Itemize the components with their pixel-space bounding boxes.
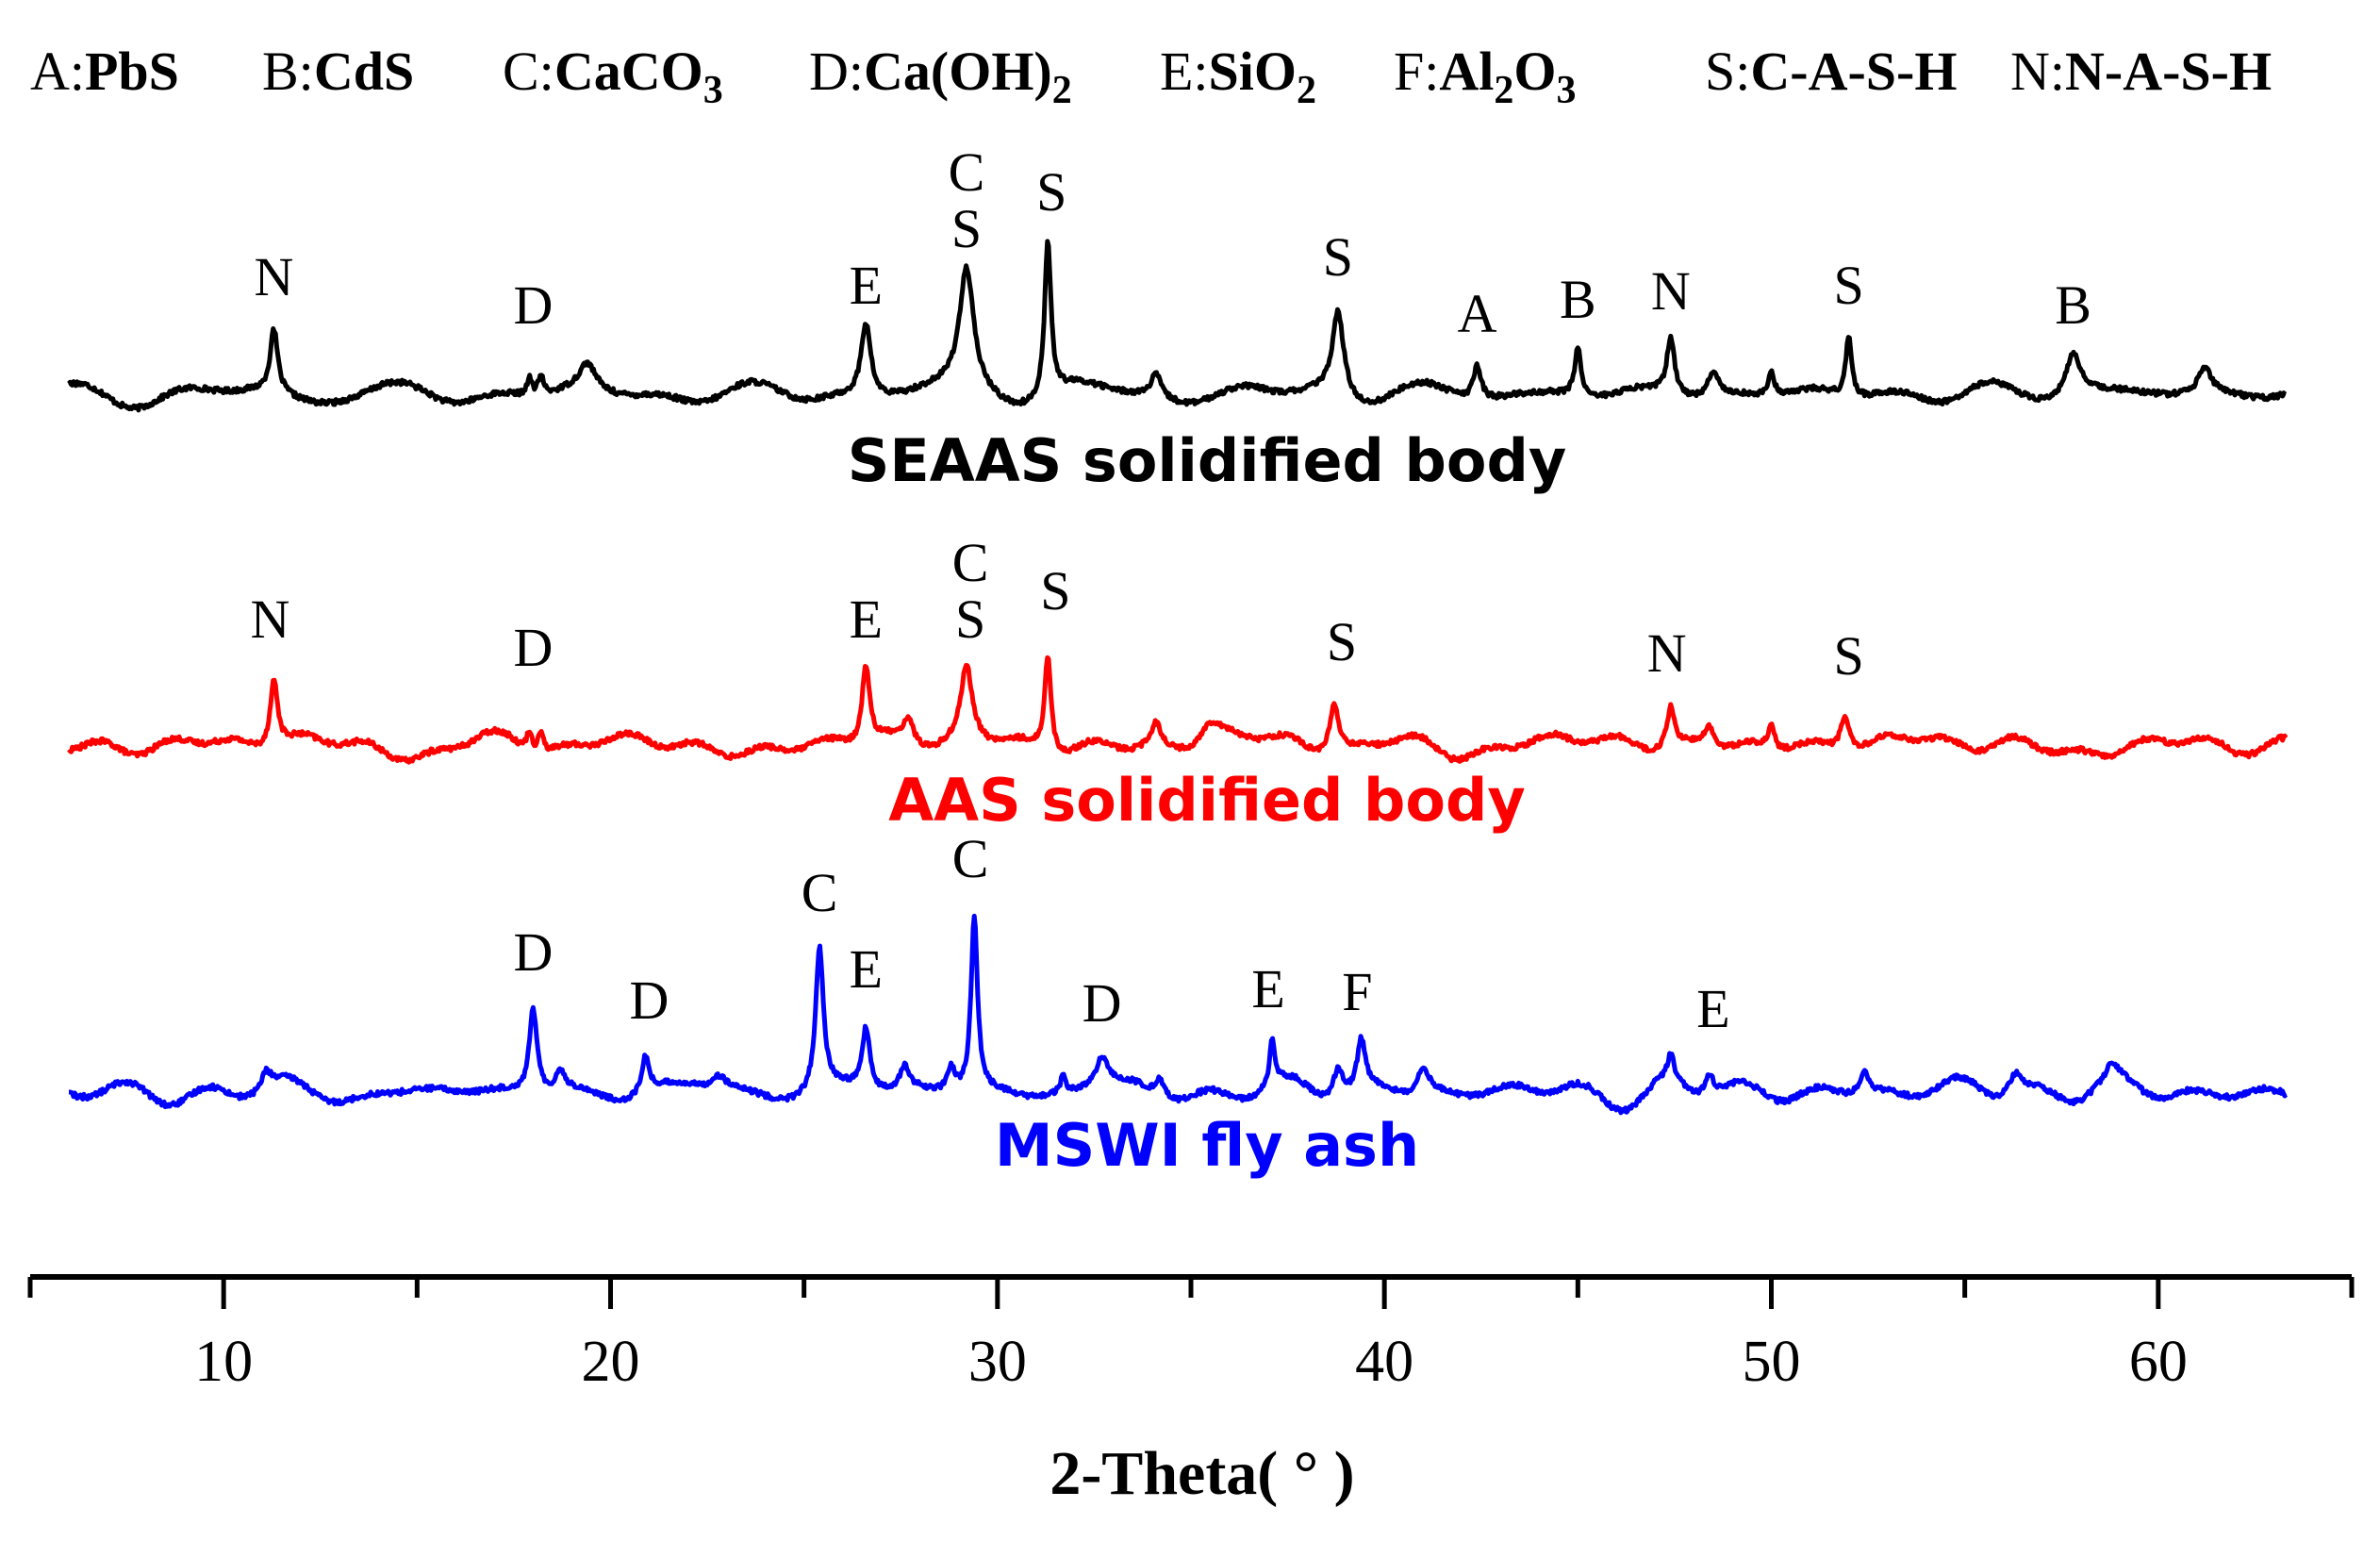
peak-label-mswi-3: E (850, 938, 883, 1000)
peak-label-mswi-6: E (1251, 958, 1284, 1019)
series-label-mswi: MSWI fly ash (995, 1111, 1419, 1180)
peak-label-aas-2: E (850, 588, 883, 650)
legend-entry-a: A:PbS (30, 41, 179, 102)
legend-entry-e: E:SiO2 (1160, 41, 1316, 112)
peak-label-aas-0: N (250, 588, 289, 650)
peak-label-seaas-7: A (1458, 283, 1497, 344)
peak-label-aas-3: S (955, 588, 985, 650)
peak-label-seaas-11: B (2055, 274, 2091, 336)
x-tick-label-50: 50 (1743, 1330, 1801, 1394)
x-tick-label-30: 30 (968, 1330, 1027, 1394)
diffraction-traces (67, 239, 2289, 1116)
series-label-aas: AAS solidified body (888, 766, 1526, 835)
legend-entry-c: C:CaCO3 (503, 41, 723, 112)
peak-label-aas-6: S (1327, 611, 1357, 672)
peak-label-aas-5: S (1040, 560, 1070, 621)
peak-label-mswi-0: D (513, 921, 553, 983)
series-label-seaas: SEAAS solidified body (848, 426, 1567, 495)
peak-label-mswi-4: C (952, 828, 989, 889)
trace-seaas (67, 239, 2288, 413)
peak-label-aas-8: S (1833, 625, 1863, 687)
peak-label-mswi-8: E (1696, 978, 1729, 1039)
legend-entry-s: S:C-A-S-H (1705, 41, 1957, 102)
peak-label-seaas-5: S (1036, 161, 1066, 223)
peak-label-seaas-10: S (1833, 255, 1863, 316)
x-tick-label-10: 10 (194, 1330, 253, 1394)
x-axis-title: 2-Theta( ° ) (1050, 1439, 1354, 1508)
legend-entry-b: B:CdS (262, 41, 414, 102)
peak-label-aas-4: C (952, 532, 989, 593)
peak-label-aas-7: N (1647, 622, 1687, 684)
peak-label-seaas-2: E (850, 255, 883, 316)
x-tick-label-20: 20 (582, 1330, 640, 1394)
x-tick-label-60: 60 (2129, 1330, 2188, 1394)
peak-label-aas-1: D (513, 617, 553, 678)
peak-label-seaas-4: C (949, 141, 985, 203)
legend-entry-f: F:Al2O3 (1394, 41, 1577, 112)
peak-label-seaas-0: N (255, 246, 294, 307)
legend-entry-n: N:N-A-S-H (2010, 41, 2272, 102)
peak-label-seaas-3: S (951, 198, 982, 259)
trace-aas (67, 655, 2289, 765)
x-axis: 10 20 30 40 50 60 (27, 1274, 2355, 1394)
peak-label-seaas-6: S (1323, 226, 1353, 288)
x-tick-label-40: 40 (1355, 1330, 1413, 1394)
trace-mswi (67, 913, 2289, 1116)
peak-label-mswi-7: F (1342, 961, 1372, 1022)
legend-entry-d: D:Ca(OH)2 (809, 41, 1072, 112)
peak-label-mswi-5: D (1083, 972, 1122, 1034)
peak-label-seaas-9: N (1651, 260, 1691, 322)
peak-label-mswi-1: D (630, 969, 669, 1031)
peak-label-mswi-2: C (802, 862, 838, 923)
peak-label-seaas-1: D (513, 274, 553, 336)
phase-legend: A:PbS B:CdS C:CaCO3 D:Ca(OH)2 E:SiO2 F:A… (30, 41, 2272, 112)
peak-label-seaas-8: B (1560, 269, 1596, 330)
